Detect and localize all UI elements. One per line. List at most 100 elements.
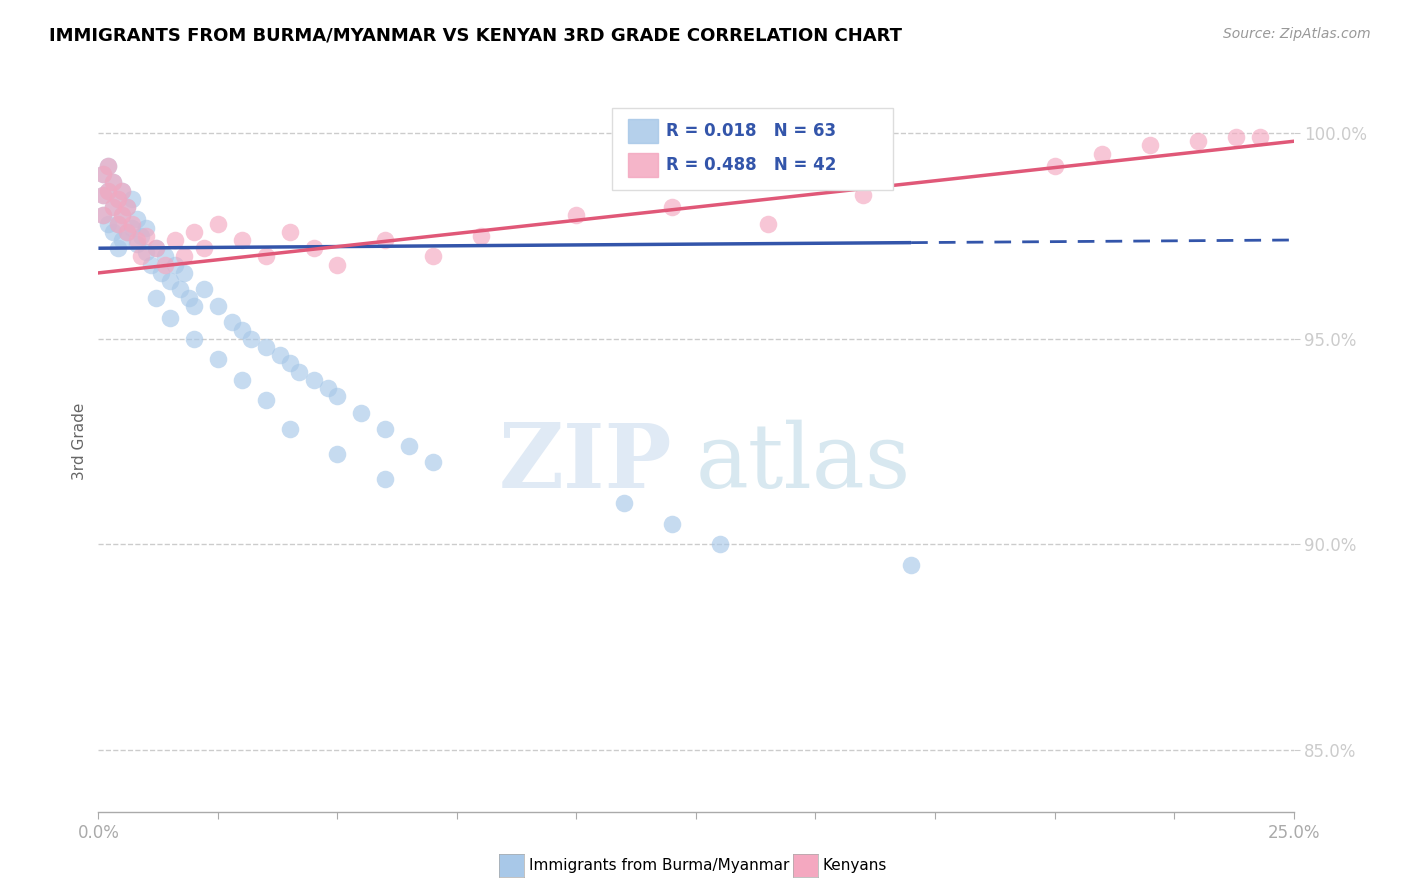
Point	[121, 220, 143, 235]
Point	[139, 258, 162, 272]
Point	[135, 245, 157, 260]
Point	[159, 311, 181, 326]
Text: Immigrants from Burma/Myanmar: Immigrants from Burma/Myanmar	[529, 858, 789, 872]
Text: ZIP: ZIP	[499, 420, 672, 508]
Point	[613, 496, 636, 510]
Point	[125, 212, 148, 227]
Point	[173, 266, 195, 280]
Point	[125, 233, 148, 247]
Point	[852, 187, 875, 202]
Point	[145, 291, 167, 305]
Point	[135, 220, 157, 235]
Point	[278, 225, 301, 239]
Point	[278, 356, 301, 370]
Point	[97, 184, 120, 198]
Point	[169, 282, 191, 296]
Point	[326, 389, 349, 403]
Point	[231, 233, 253, 247]
Point	[121, 192, 143, 206]
Point	[1091, 146, 1114, 161]
Point	[107, 217, 129, 231]
FancyBboxPatch shape	[613, 109, 893, 190]
Point	[91, 208, 114, 222]
Y-axis label: 3rd Grade: 3rd Grade	[72, 403, 87, 480]
Point	[900, 558, 922, 572]
Point	[288, 365, 311, 379]
Point	[302, 241, 325, 255]
Point	[221, 315, 243, 329]
Point	[125, 237, 148, 252]
Point	[101, 200, 124, 214]
Point	[115, 225, 138, 239]
Text: R = 0.018   N = 63: R = 0.018 N = 63	[666, 122, 837, 140]
Point	[131, 228, 153, 243]
Point	[326, 447, 349, 461]
Point	[254, 249, 277, 263]
Point	[661, 516, 683, 531]
Point	[231, 373, 253, 387]
Point	[179, 291, 201, 305]
Point	[240, 332, 263, 346]
Point	[1139, 138, 1161, 153]
Point	[231, 323, 253, 337]
Point	[1249, 130, 1271, 145]
Point	[326, 258, 349, 272]
Point	[207, 217, 229, 231]
Point	[115, 200, 138, 214]
Point	[163, 233, 186, 247]
Point	[374, 471, 396, 485]
Point	[709, 537, 731, 551]
Point	[207, 352, 229, 367]
Point	[91, 167, 114, 181]
Text: R = 0.488   N = 42: R = 0.488 N = 42	[666, 156, 837, 174]
Point	[183, 225, 205, 239]
Text: Kenyans: Kenyans	[823, 858, 887, 872]
Point	[135, 228, 157, 243]
Point	[1225, 130, 1247, 145]
Point	[163, 258, 186, 272]
Point	[91, 187, 114, 202]
Point	[155, 258, 177, 272]
Point	[159, 274, 181, 288]
Point	[111, 184, 134, 198]
Point	[316, 381, 339, 395]
Point	[661, 200, 683, 214]
Point	[91, 167, 114, 181]
Point	[107, 192, 129, 206]
Point	[97, 184, 120, 198]
Point	[422, 249, 444, 263]
Text: IMMIGRANTS FROM BURMA/MYANMAR VS KENYAN 3RD GRADE CORRELATION CHART: IMMIGRANTS FROM BURMA/MYANMAR VS KENYAN …	[49, 27, 903, 45]
Point	[101, 175, 124, 189]
Point	[97, 217, 120, 231]
Point	[269, 348, 291, 362]
Point	[145, 241, 167, 255]
Point	[149, 266, 172, 280]
Point	[111, 233, 134, 247]
Point	[422, 455, 444, 469]
Point	[97, 159, 120, 173]
Point	[107, 241, 129, 255]
Text: atlas: atlas	[696, 420, 911, 508]
Point	[145, 241, 167, 255]
Point	[183, 299, 205, 313]
Point	[131, 249, 153, 263]
Point	[111, 184, 134, 198]
Point	[278, 422, 301, 436]
Point	[111, 208, 134, 222]
Point	[374, 422, 396, 436]
Point	[302, 373, 325, 387]
Point	[207, 299, 229, 313]
Point	[350, 406, 373, 420]
Point	[254, 393, 277, 408]
Point	[398, 439, 420, 453]
Point	[111, 208, 134, 222]
Point	[193, 241, 215, 255]
Point	[101, 200, 124, 214]
Text: Source: ZipAtlas.com: Source: ZipAtlas.com	[1223, 27, 1371, 41]
Bar	[628, 153, 658, 178]
Point	[91, 208, 114, 222]
Point	[101, 175, 124, 189]
Point	[101, 225, 124, 239]
Point	[97, 159, 120, 173]
Point	[193, 282, 215, 296]
